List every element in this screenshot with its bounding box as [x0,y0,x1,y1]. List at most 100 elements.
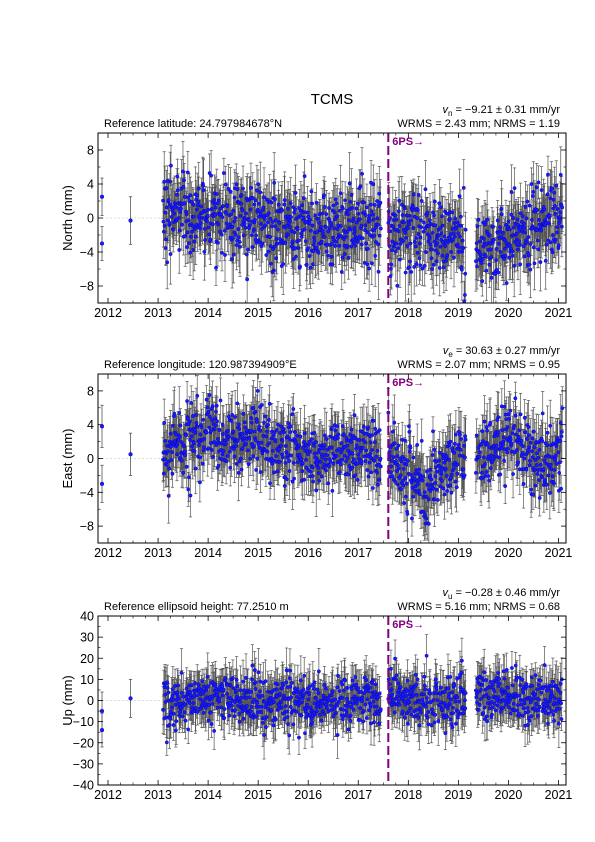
north-data-point [437,201,442,206]
north-data-point [299,231,304,236]
north-data-point [433,223,438,228]
north-data-point [205,219,209,224]
north-data-point [356,211,361,216]
north-data-point [547,213,552,218]
north-data-point [335,227,340,231]
north-data-point [221,204,226,208]
north-stats-text: WRMS = 2.43 mm; NRMS = 1.19 [397,118,560,130]
north-data-point [539,228,544,233]
north-data-point [309,189,314,194]
north-data-point [373,253,378,258]
north-event-label: 6PS→ [392,136,424,148]
north-data-point [507,227,512,232]
north-data-point [202,227,207,231]
north-data-point [343,198,348,203]
north-data-point [402,220,406,225]
north-data-point [289,215,293,219]
north-data-point [164,205,169,210]
north-data-point [309,228,313,233]
north-data-point [342,252,347,256]
north-data-point [375,222,380,227]
north-data-point [556,243,561,248]
north-data-point [522,254,527,259]
north-data-point [377,233,382,238]
north-data-point [295,227,300,232]
north-data-points [161,163,565,303]
north-data-point [261,205,266,210]
north-data-point [368,202,373,207]
north-data-point [200,216,205,220]
north-data-point [352,225,357,230]
north-data-point [330,262,335,267]
north-data-point [434,248,438,253]
north-data-point [235,187,240,192]
north-data-point [264,253,269,257]
north-y-axis-label: North (mm) [60,185,75,251]
north-data-point [440,214,444,219]
north-data-point [534,185,539,190]
north-data-point [206,225,211,230]
north-data-point [326,229,331,234]
north-data-point [520,214,525,219]
north-data-point [296,246,301,250]
north-data-point [246,247,250,252]
north-data-point [535,238,540,243]
north-data-point [185,170,190,175]
north-data-point [478,253,483,258]
north-data-point [226,186,231,191]
north-data-point [186,195,191,200]
north-data-point [493,272,497,276]
north-data-point [437,233,441,238]
north-data-point [419,199,424,203]
north-data-point [418,235,423,240]
north-data-point [531,194,535,198]
north-data-point [307,254,312,258]
north-data-point [441,265,446,270]
north-data-point [558,210,563,215]
north-data-point [371,212,375,217]
north-data-point [308,265,313,270]
north-data-point [168,252,173,256]
north-data-point [277,221,282,225]
north-data-point [516,247,520,252]
north-y-tick-label: −4 [80,246,94,260]
north-data-point [461,185,466,190]
north-data-point [320,228,325,233]
north-data-point [162,223,167,228]
north-data-point [245,277,250,282]
north-data-point [390,248,394,253]
north-data-point [271,268,276,273]
north-data-point [545,192,550,197]
north-data-point [302,174,307,179]
north-data-point [346,256,351,260]
north-data-point [440,253,445,258]
north-data-point [491,224,496,229]
north-data-point [189,200,194,204]
north-data-point [553,204,558,208]
north-data-point [314,245,319,250]
north-data-point [201,183,206,188]
north-data-point [329,223,334,228]
north-data-point [393,249,398,254]
north-data-point [349,193,354,197]
north-x-tick-label: 2020 [495,306,523,320]
north-data-point [233,216,238,220]
north-data-point [205,214,210,218]
north-data-point [165,260,170,265]
north-data-point [198,226,203,231]
north-data-point [536,247,541,252]
north-data-point [359,223,364,228]
north-data-point [253,198,258,203]
north-data-point [272,244,277,249]
north-data-point [483,220,488,225]
north-data-point [311,242,316,247]
north-data-point [487,233,492,238]
north-data-point [452,255,456,260]
north-data-point [463,271,468,276]
north-data-point [496,241,501,246]
north-data-point [550,250,555,255]
north-data-point [431,262,436,267]
north-data-point [208,237,213,242]
north-data-point [360,236,365,241]
north-data-point [179,206,183,211]
